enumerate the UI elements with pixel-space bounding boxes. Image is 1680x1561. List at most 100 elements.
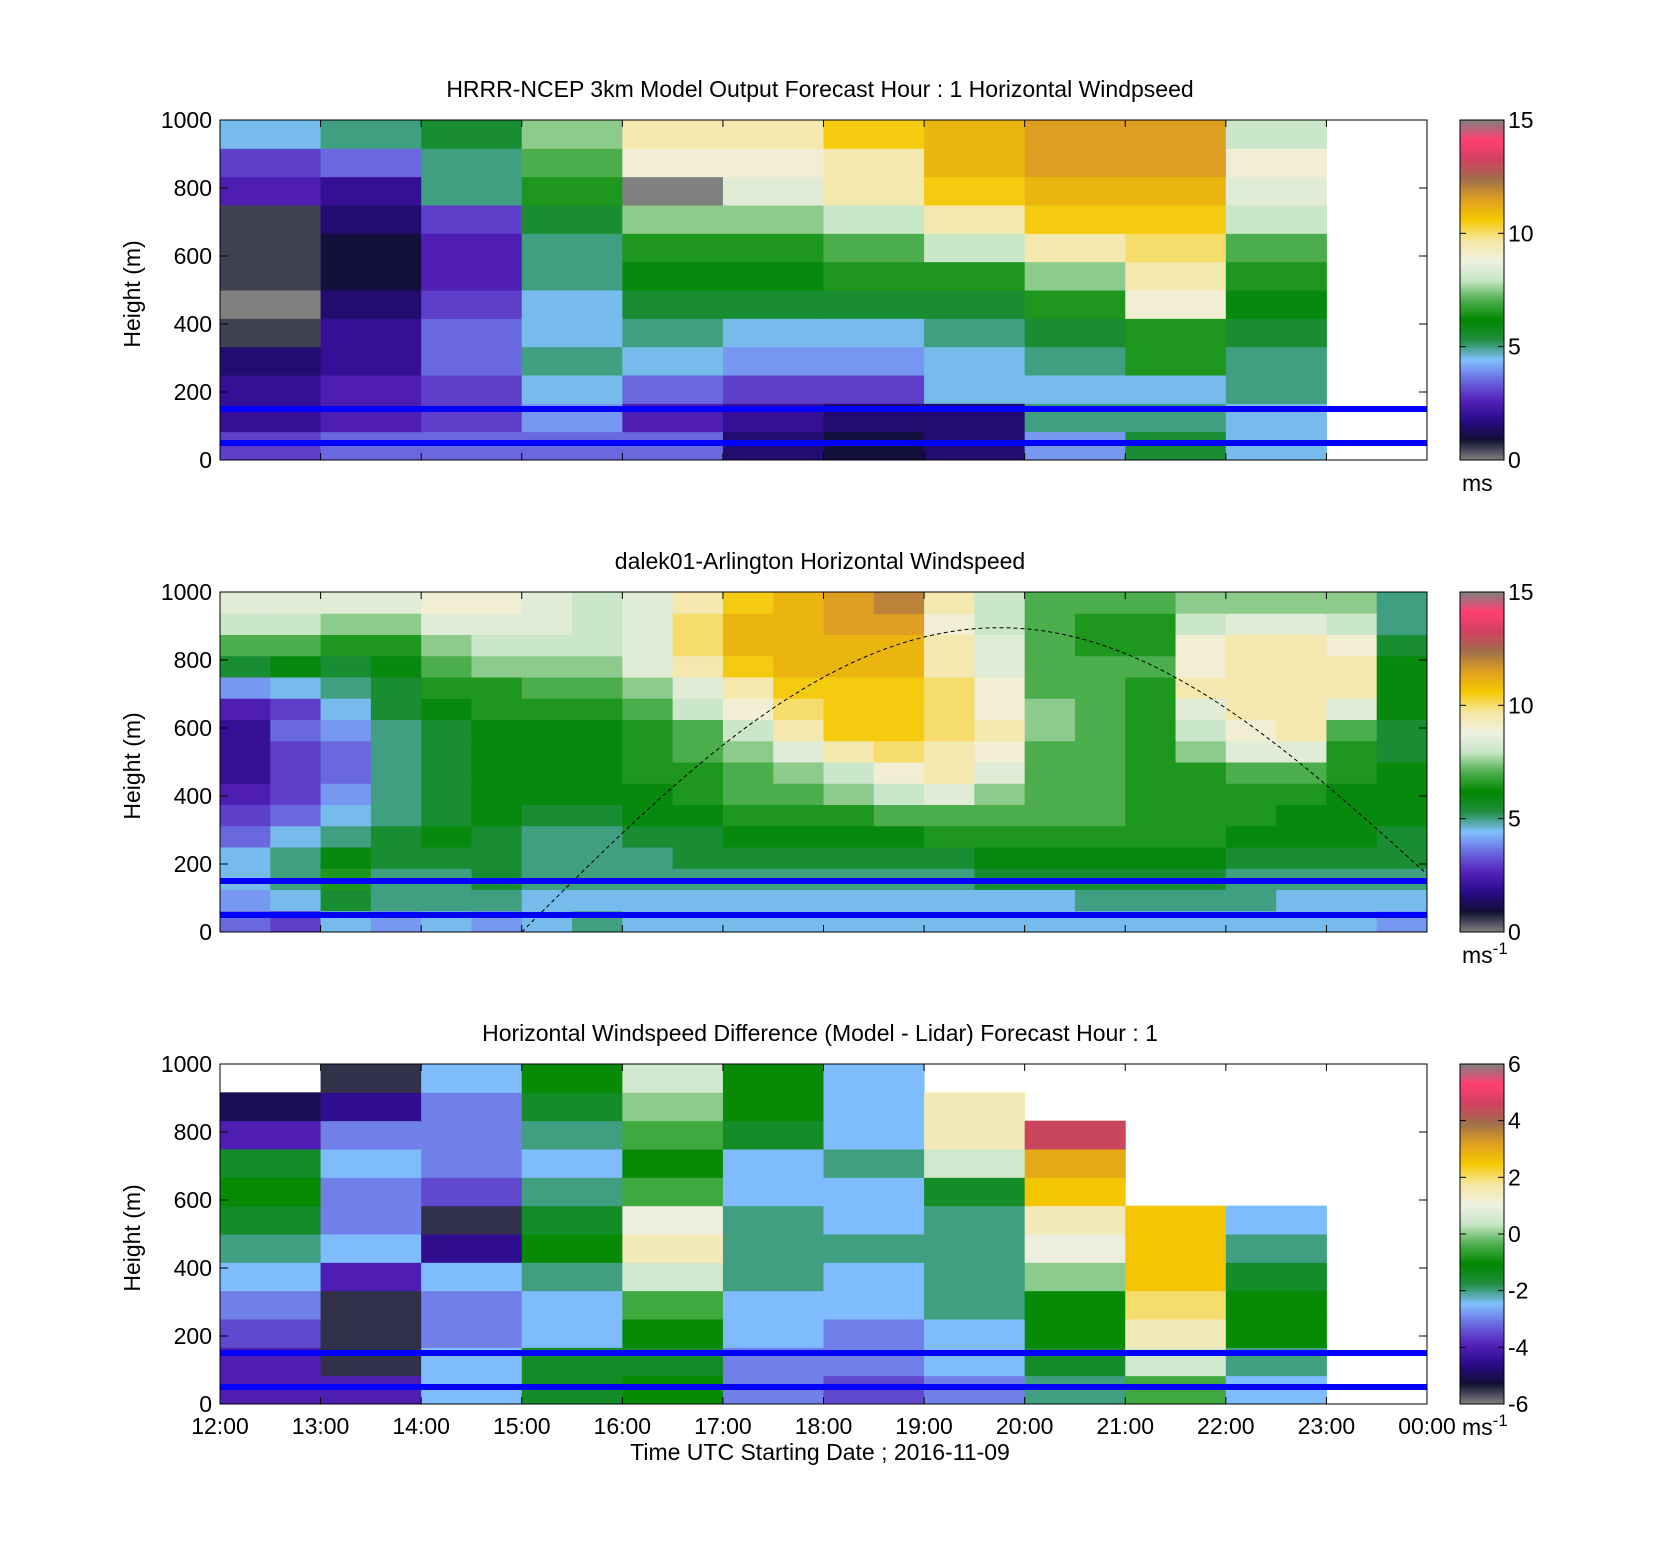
colorbar-tick-label: 15: [1508, 107, 1534, 133]
heatmap-cell: [220, 1234, 322, 1263]
heatmap-cell: [521, 318, 623, 348]
x-tick-label: 23:00: [1298, 1413, 1356, 1439]
heatmap-cell: [823, 205, 925, 234]
heatmap-cell: [421, 698, 472, 720]
heatmap-cell: [1225, 740, 1277, 763]
colorbar-tick-label: 15: [1508, 579, 1534, 605]
heatmap-cell: [320, 634, 372, 657]
heatmap-cell: [1024, 677, 1076, 699]
heatmap-cell: [1125, 847, 1177, 869]
y-axis-label: Height (m): [119, 712, 145, 819]
heatmap-cell: [823, 783, 875, 805]
heatmap-cell: [220, 655, 271, 678]
heatmap-cell: [421, 1319, 523, 1348]
heatmap-cell: [220, 613, 271, 635]
heatmap-cell: [1326, 804, 1378, 827]
heatmap-cell: [823, 1234, 925, 1263]
heatmap-cell: [823, 1290, 925, 1320]
heatmap-cell: [974, 677, 1026, 699]
heatmap-cell: [1376, 719, 1427, 742]
heatmap-cell: [1125, 698, 1177, 720]
colorbar: [1460, 592, 1504, 932]
heatmap-cell: [521, 825, 573, 848]
heatmap-cell: [1125, 762, 1177, 784]
colorbar-tick-label: -2: [1508, 1278, 1528, 1304]
heatmap-cell: [1175, 592, 1227, 614]
heatmap-cell: [672, 613, 724, 635]
heatmap-cell: [722, 346, 824, 376]
heatmap-cell: [823, 233, 925, 263]
heatmap-cell: [320, 762, 372, 784]
heatmap-cell: [1225, 375, 1327, 404]
heatmap-cell: [572, 634, 623, 657]
heatmap-cell: [823, 1064, 925, 1093]
heatmap-cell: [1276, 762, 1327, 784]
heatmap-cell: [622, 1290, 724, 1320]
heatmap-cell: [1024, 889, 1076, 912]
heatmap-cell: [1175, 698, 1227, 720]
heatmap-cell: [421, 889, 472, 912]
heatmap-cell: [1225, 318, 1327, 348]
heatmap-cell: [1376, 634, 1427, 657]
heatmap-cell: [1376, 762, 1427, 784]
heatmap-cell: [521, 634, 573, 657]
colorbar-tick-label: 5: [1508, 806, 1521, 832]
heatmap-cell: [1024, 1375, 1126, 1404]
heatmap-cell: [572, 889, 623, 912]
heatmap-cell: [1074, 592, 1126, 614]
heatmap-cell: [1276, 592, 1327, 614]
heatmap-cell: [572, 783, 623, 805]
heatmap-cell: [521, 719, 573, 742]
heatmap-cell: [823, 847, 875, 869]
heatmap-cell: [622, 1375, 724, 1404]
heatmap-cell: [471, 762, 523, 784]
heatmap-cell: [370, 634, 422, 657]
heatmap-cell: [873, 655, 925, 678]
heatmap-cell: [924, 762, 975, 784]
heatmap-cell: [823, 261, 925, 291]
heatmap-cell: [924, 148, 1026, 178]
heatmap-cell: [622, 677, 674, 699]
heatmap-cell: [270, 719, 322, 742]
heatmap-cell: [521, 431, 623, 460]
heatmap-cell: [873, 847, 925, 869]
heatmap-cell: [672, 592, 724, 614]
heatmap-cell: [1326, 592, 1378, 614]
heatmap-cell: [1024, 431, 1126, 460]
heatmap-cell: [270, 847, 322, 869]
heatmap-cell: [823, 1120, 925, 1150]
heatmap-cell: [421, 120, 523, 149]
heatmap-cell: [622, 205, 724, 234]
heatmap-cell: [421, 762, 472, 784]
y-tick-label: 0: [199, 919, 212, 945]
heatmap-cell: [1225, 655, 1277, 678]
heatmap-cell: [722, 431, 824, 460]
heatmap-cell: [622, 719, 674, 742]
heatmap-cell: [1125, 655, 1177, 678]
heatmap-cell: [320, 318, 422, 348]
heatmap-cell: [1225, 176, 1327, 206]
heatmap-cell: [722, 825, 774, 848]
heatmap-cell: [220, 290, 322, 319]
heatmap-cell: [220, 719, 271, 742]
heatmap-cell: [320, 783, 372, 805]
heatmap-cell: [370, 889, 422, 912]
heatmap-cell: [320, 261, 422, 291]
y-tick-label: 1000: [161, 107, 212, 133]
heatmap-cell: [722, 1177, 824, 1207]
heatmap-cell: [220, 592, 271, 614]
y-axis-label: Height (m): [119, 240, 145, 347]
heatmap-cell: [622, 375, 724, 404]
heatmap-cell: [320, 233, 422, 263]
heatmap-cell: [370, 698, 422, 720]
heatmap-cell: [1024, 783, 1076, 805]
heatmap-cell: [320, 176, 422, 206]
panel-model-windspeed: HRRR-NCEP 3km Model Output Forecast Hour…: [119, 76, 1534, 496]
heatmap-cell: [220, 176, 322, 206]
heatmap-cell: [572, 698, 623, 720]
heatmap-cell: [320, 1319, 422, 1348]
heatmap-cell: [974, 613, 1026, 635]
heatmap-cell: [722, 1149, 824, 1178]
heatmap-cell: [421, 205, 523, 234]
heatmap-cell: [1225, 1234, 1327, 1263]
